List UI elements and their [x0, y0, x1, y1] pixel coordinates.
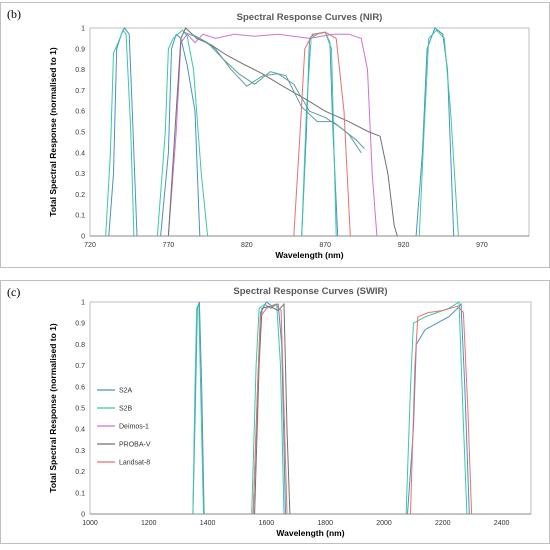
x-tick-label: 1200 [141, 520, 157, 527]
y-tick-label: 0.4 [75, 427, 85, 434]
y-tick-label: 0.9 [75, 321, 85, 328]
series-line-s2b [156, 29, 209, 237]
x-tick-label: 1400 [200, 520, 216, 527]
y-axis-label: Total Spectral Response (normalised to 1… [48, 323, 58, 493]
x-tick-label: 720 [84, 242, 96, 249]
y-tick-label: 0.3 [75, 171, 85, 178]
x-tick-label: 1600 [259, 520, 275, 527]
panel-label-c: (c) [7, 285, 21, 299]
x-tick-label: 2400 [494, 520, 510, 527]
x-tick-label: 1800 [317, 520, 333, 527]
legend-label: S2A [119, 388, 133, 395]
series-line-landsat-8 [252, 303, 288, 515]
series-line-unlabeled [191, 33, 362, 154]
y-tick-label: 0.9 [75, 46, 85, 53]
y-tick-label: 0.7 [75, 88, 85, 95]
series-line-landsat-8 [410, 305, 473, 515]
y-tick-label: 0.2 [75, 469, 85, 476]
y-tick-label: 0.4 [75, 150, 85, 157]
x-tick-label: 870 [319, 242, 331, 249]
y-tick-label: 0.5 [75, 130, 85, 137]
x-tick-label: 1000 [82, 520, 98, 527]
y-tick-label: 0.1 [75, 213, 85, 220]
series-line-proba-v [167, 27, 398, 237]
y-tick-label: 0.3 [75, 448, 85, 455]
y-tick-label: 0.7 [75, 363, 85, 370]
x-axis-label: Wavelength (nm) [275, 250, 343, 260]
y-tick-label: 0.8 [75, 342, 85, 349]
series-line-s2a [407, 302, 470, 515]
y-tick-label: 0 [81, 234, 85, 241]
x-axis-label: Wavelength (nm) [276, 528, 344, 538]
x-tick-label: 920 [398, 242, 410, 249]
chart-title: Spectral Response Curves (SWIR) [233, 286, 387, 297]
y-tick-label: 0.1 [75, 490, 85, 497]
x-tick-label: 970 [476, 242, 488, 249]
series-line-s2b [405, 301, 468, 515]
y-axis-label: Total Spectral Response (normalised to 1… [48, 47, 58, 217]
series-group [192, 301, 473, 515]
y-tick-label: 1 [81, 300, 85, 307]
y-tick-label: 0.2 [75, 192, 85, 199]
x-tick-label: 2200 [435, 520, 451, 527]
chart-swir: Spectral Response Curves (SWIR) 0 0.1 0.2 0.… [48, 286, 532, 538]
series-line-s2b [192, 303, 204, 515]
panel-swir: (c) Spectral Response Curves (SWIR) 0 0.1 0… [0, 280, 550, 544]
series-group [105, 27, 459, 237]
legend-label: S2B [119, 406, 133, 413]
x-tick-label: 770 [163, 242, 175, 249]
legend-label: Landsat-8 [119, 460, 150, 467]
series-line-deimos-1 [167, 33, 378, 237]
y-tick-label: 0.6 [75, 384, 85, 391]
series-line-s2b [418, 29, 459, 237]
y-tick-label: 0.8 [75, 67, 85, 74]
x-tick-label: 820 [241, 242, 253, 249]
series-line-proba-v [254, 302, 291, 515]
y-tick-label: 0 [81, 512, 85, 519]
legend-label: PROBA-V [119, 442, 151, 449]
series-line-s2a [160, 33, 201, 237]
x-tick-label: 2000 [376, 520, 392, 527]
y-tick-label: 0.5 [75, 406, 85, 413]
series-line-landsat-8 [293, 31, 351, 237]
series-line-s2a [415, 27, 455, 237]
chart-nir: Spectral Response Curves (NIR) 0 0.1 0.2 0.3… [48, 12, 530, 260]
panel-label-b: (b) [7, 7, 21, 21]
legend-label: Deimos-1 [119, 424, 149, 431]
y-tick-label: 1 [81, 26, 85, 33]
panel-nir: (b) Spectral Response Curves (NIR) 0 0.1 0.… [0, 2, 550, 268]
series-line-s2b [105, 29, 135, 237]
legend: S2A S2B Deimos-1 PROBA-V Landsat-8 [97, 388, 151, 467]
y-tick-label: 0.6 [75, 109, 85, 116]
chart-title: Spectral Response Curves (NIR) [237, 12, 383, 23]
